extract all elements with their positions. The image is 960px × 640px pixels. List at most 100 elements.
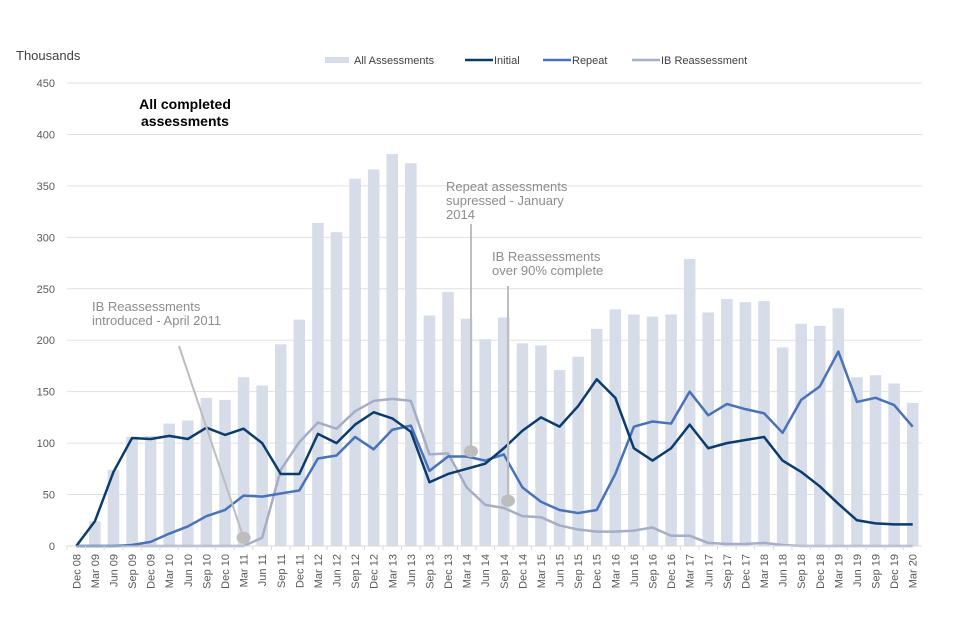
x-tick-label: Mar 15 — [536, 554, 548, 588]
gridlines — [67, 82, 922, 496]
bar — [144, 435, 157, 546]
x-tick-label: Mar 20 — [908, 554, 920, 588]
bar — [739, 302, 752, 546]
bar — [776, 347, 789, 546]
x-tick-label: Sep 13 — [424, 554, 436, 589]
x-tick-label: Jun 18 — [778, 554, 790, 587]
bar — [367, 169, 380, 546]
bar — [498, 317, 510, 546]
x-tick-label: Dec 14 — [517, 554, 529, 589]
y-tick-label: 300 — [37, 232, 55, 244]
bar — [553, 370, 566, 546]
x-tick-label: Dec 10 — [220, 554, 232, 589]
y-tick-label: 0 — [49, 541, 55, 553]
y-axis-ticks: 0 50 100 150 200 250 300 350 400 450 — [37, 78, 55, 553]
bar — [442, 291, 454, 546]
x-tick-label: Dec 18 — [815, 554, 827, 589]
bar — [126, 436, 138, 546]
legend: All Assessments Initial Repeat IB Reassessm… — [325, 55, 747, 67]
bar — [89, 521, 101, 546]
x-tick-label: Mar 19 — [833, 554, 845, 588]
bar — [423, 315, 436, 546]
bar — [721, 299, 733, 546]
x-tick-label: Jun 16 — [629, 554, 641, 587]
bar — [832, 308, 845, 546]
x-tick-label: Mar 11 — [239, 554, 251, 587]
x-tick-label: Sep 19 — [871, 554, 883, 589]
bar — [572, 356, 584, 546]
bar — [814, 325, 826, 546]
legend-label: IB Reassessment — [661, 55, 747, 67]
bar — [460, 318, 473, 546]
x-tick-label: Mar 12 — [313, 554, 325, 588]
bar — [665, 314, 677, 546]
x-tick-label: Dec 13 — [443, 554, 455, 589]
x-tick-label: Sep 16 — [647, 554, 659, 589]
y-tick-label: 200 — [37, 335, 55, 347]
x-tick-label: Sep 17 — [722, 554, 734, 589]
y-tick-label: 50 — [43, 490, 55, 502]
x-tick-label: Jun 14 — [480, 554, 492, 587]
x-tick-label: Mar 10 — [164, 554, 176, 588]
legend-swatch — [325, 57, 349, 63]
x-tick-label: Mar 17 — [685, 554, 697, 588]
y-tick-label: 250 — [37, 284, 55, 296]
x-tick-label: Sep 18 — [796, 554, 808, 589]
legend-label: Repeat — [572, 55, 607, 67]
legend-label: All Assessments — [354, 55, 435, 67]
bar — [330, 232, 343, 546]
y-tick-label: 350 — [37, 181, 55, 193]
bar — [516, 343, 529, 546]
x-tick-label: Sep 12 — [350, 554, 362, 589]
bar — [219, 399, 231, 546]
bar — [851, 377, 863, 546]
bar — [237, 377, 250, 546]
x-tick-label: Mar 16 — [610, 554, 622, 588]
chart-title-line: All completed — [139, 96, 231, 112]
x-axis-ticks: Dec 08 Mar 09 Jun 09 Sep 09 Dec 09 Mar 10 Jun … — [66, 546, 920, 589]
bar — [479, 339, 491, 546]
bar — [386, 153, 399, 546]
bar — [163, 423, 175, 546]
y-tick-label: 400 — [37, 129, 55, 141]
bar — [590, 328, 603, 546]
bar — [349, 178, 361, 547]
bar — [758, 301, 770, 546]
bar — [182, 420, 194, 546]
x-tick-label: Sep 14 — [499, 554, 511, 589]
x-tick-label: Mar 18 — [759, 554, 771, 588]
bar — [888, 383, 900, 546]
x-tick-label: Jun 19 — [852, 554, 864, 587]
y-axis-unit-label: Thousands — [16, 48, 81, 63]
x-tick-label: Sep 10 — [201, 554, 213, 589]
bar — [256, 385, 268, 546]
x-tick-label: Mar 14 — [462, 554, 474, 588]
bar — [628, 314, 640, 546]
bars-all-assessments — [89, 153, 919, 547]
annotation-text: over 90% complete — [492, 263, 603, 278]
bar — [274, 344, 287, 546]
x-tick-label: Dec 11 — [294, 554, 306, 588]
x-tick-label: Jun 13 — [406, 554, 418, 587]
x-tick-label: Jun 17 — [703, 554, 715, 587]
annotation-text: IB Reassessments — [492, 249, 601, 264]
chart-title-line: assessments — [141, 113, 229, 129]
x-tick-label: Sep 11 — [276, 554, 288, 588]
bar — [293, 319, 306, 546]
bar — [702, 312, 715, 546]
y-tick-label: 100 — [37, 438, 55, 450]
y-tick-label: 150 — [37, 387, 55, 399]
x-tick-label: Dec 09 — [146, 554, 158, 589]
x-tick-label: Mar 13 — [387, 554, 399, 588]
annotation-marker — [464, 445, 478, 458]
bar — [795, 323, 807, 546]
x-tick-label: Jun 15 — [555, 554, 567, 587]
bar — [906, 402, 919, 546]
annotation-marker — [236, 531, 251, 544]
annotation-marker — [501, 494, 515, 507]
x-tick-label: Dec 17 — [740, 554, 752, 589]
annotation-text: supressed - January — [446, 193, 564, 208]
